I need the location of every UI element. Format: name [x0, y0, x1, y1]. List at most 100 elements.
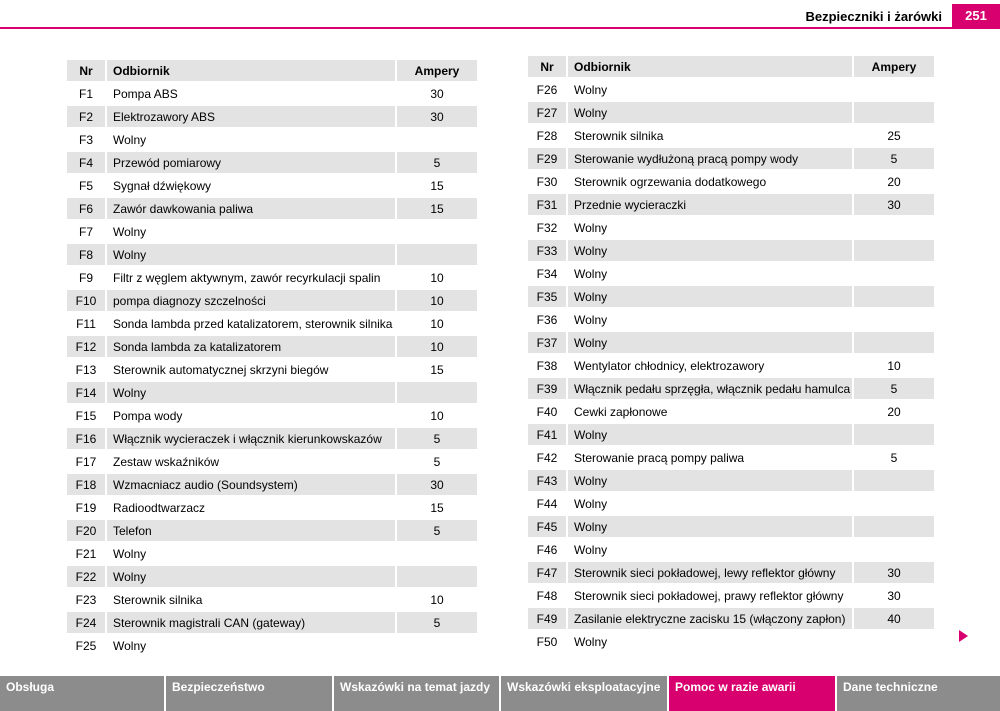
consumer-name-cell: Wolny — [107, 566, 397, 589]
footer-tab-wskazowki-jazdy[interactable]: Wskazówki na temat jazdy — [334, 676, 501, 711]
consumer-name-cell: Wentylator chłodnicy, elektrozawory — [568, 355, 854, 378]
fuse-table-left-body: F1 Pompa ABS 30 F2 Elektrozawory ABS 30 F3 Woln… — [67, 83, 477, 658]
consumer-name-cell: Sygnał dźwiękowy — [107, 175, 397, 198]
column-header-nr: Nr — [528, 56, 568, 79]
amperage-cell — [854, 493, 934, 516]
amperage-cell: 40 — [854, 608, 934, 631]
consumer-name-cell: Sterownik silnika — [107, 589, 397, 612]
table-row: F35 Wolny — [528, 286, 934, 309]
table-row: F23 Sterownik silnika 10 — [67, 589, 477, 612]
consumer-name-cell: Wolny — [568, 539, 854, 562]
consumer-name-cell: Zestaw wskaźników — [107, 451, 397, 474]
consumer-name-cell: Elektrozawory ABS — [107, 106, 397, 129]
fuse-number-cell: F21 — [67, 543, 107, 566]
table-row: F49 Zasilanie elektryczne zacisku 15 (włą… — [528, 608, 934, 631]
consumer-name-cell: Wolny — [568, 217, 854, 240]
table-row: F9 Filtr z węglem aktywnym, zawór recyrku… — [67, 267, 477, 290]
consumer-name-cell: Cewki zapłonowe — [568, 401, 854, 424]
amperage-cell: 10 — [397, 336, 477, 359]
table-row: F10 pompa diagnozy szczelności 10 — [67, 290, 477, 313]
table-row: F46 Wolny — [528, 539, 934, 562]
amperage-cell — [854, 79, 934, 102]
fuse-number-cell: F3 — [67, 129, 107, 152]
fuse-number-cell: F14 — [67, 382, 107, 405]
fuse-number-cell: F28 — [528, 125, 568, 148]
table-row: F15 Pompa wody 10 — [67, 405, 477, 428]
fuse-number-cell: F24 — [67, 612, 107, 635]
consumer-name-cell: Wolny — [568, 102, 854, 125]
consumer-name-cell: Sterownik ogrzewania dodatkowego — [568, 171, 854, 194]
fuse-number-cell: F11 — [67, 313, 107, 336]
fuse-table-left: Nr Odbiornik Ampery F1 Pompa ABS 30 F2 Elekt… — [67, 60, 477, 658]
fuse-number-cell: F7 — [67, 221, 107, 244]
amperage-cell: 20 — [854, 401, 934, 424]
fuse-number-cell: F30 — [528, 171, 568, 194]
fuse-number-cell: F25 — [67, 635, 107, 658]
fuse-number-cell: F36 — [528, 309, 568, 332]
table-row: F20 Telefon 5 — [67, 520, 477, 543]
table-row: F48 Sterownik sieci pokładowej, prawy ref… — [528, 585, 934, 608]
column-header-ampery: Ampery — [854, 56, 934, 79]
table-row: F27 Wolny — [528, 102, 934, 125]
consumer-name-cell: Wolny — [568, 631, 854, 654]
amperage-cell — [854, 286, 934, 309]
amperage-cell: 5 — [854, 378, 934, 401]
amperage-cell: 30 — [397, 83, 477, 106]
consumer-name-cell: Przewód pomiarowy — [107, 152, 397, 175]
table-row: F44 Wolny — [528, 493, 934, 516]
footer-tab-bezpieczenstwo[interactable]: Bezpieczeństwo — [166, 676, 334, 711]
fuse-number-cell: F2 — [67, 106, 107, 129]
table-row: F32 Wolny — [528, 217, 934, 240]
amperage-cell: 30 — [397, 106, 477, 129]
amperage-cell: 5 — [397, 428, 477, 451]
next-page-arrow-icon[interactable] — [959, 630, 968, 642]
amperage-cell — [854, 539, 934, 562]
consumer-name-cell: Wolny — [568, 516, 854, 539]
table-row: F26 Wolny — [528, 79, 934, 102]
column-header-ampery: Ampery — [397, 60, 477, 83]
page-number-badge: 251 — [952, 4, 1000, 28]
table-row: F4 Przewód pomiarowy 5 — [67, 152, 477, 175]
footer-tab-obsluga[interactable]: Obsługa — [0, 676, 166, 711]
fuse-number-cell: F46 — [528, 539, 568, 562]
table-row: F47 Sterownik sieci pokładowej, lewy refl… — [528, 562, 934, 585]
amperage-cell: 10 — [854, 355, 934, 378]
table-row: F36 Wolny — [528, 309, 934, 332]
consumer-name-cell: pompa diagnozy szczelności — [107, 290, 397, 313]
fuse-number-cell: F49 — [528, 608, 568, 631]
fuse-number-cell: F10 — [67, 290, 107, 313]
fuse-number-cell: F12 — [67, 336, 107, 359]
table-row: F19 Radioodtwarzacz 15 — [67, 497, 477, 520]
amperage-cell: 5 — [397, 520, 477, 543]
consumer-name-cell: Sterownik silnika — [568, 125, 854, 148]
amperage-cell — [854, 470, 934, 493]
consumer-name-cell: Przednie wycieraczki — [568, 194, 854, 217]
consumer-name-cell: Wolny — [568, 263, 854, 286]
footer-tab-wskazowki-eksploatacyjne[interactable]: Wskazówki eksploatacyjne — [501, 676, 669, 711]
amperage-cell: 30 — [397, 474, 477, 497]
table-row: F29 Sterowanie wydłużoną pracą pompy wody… — [528, 148, 934, 171]
table-row: F13 Sterownik automatycznej skrzyni biegó… — [67, 359, 477, 382]
amperage-cell — [854, 263, 934, 286]
footer-tab-pomoc-w-razie-awarii[interactable]: Pomoc w razie awarii — [669, 676, 837, 711]
table-row: F40 Cewki zapłonowe 20 — [528, 401, 934, 424]
amperage-cell: 10 — [397, 267, 477, 290]
consumer-name-cell: Sterownik sieci pokładowej, lewy reflekt… — [568, 562, 854, 585]
fuse-table-right-body: F26 Wolny F27 Wolny F28 Sterownik silnika 25 F2… — [528, 79, 934, 654]
amperage-cell: 30 — [854, 585, 934, 608]
fuse-number-cell: F22 — [67, 566, 107, 589]
fuse-number-cell: F5 — [67, 175, 107, 198]
amperage-cell — [397, 382, 477, 405]
amperage-cell — [854, 332, 934, 355]
table-row: F30 Sterownik ogrzewania dodatkowego 20 — [528, 171, 934, 194]
amperage-cell: 15 — [397, 359, 477, 382]
table-row: F38 Wentylator chłodnicy, elektrozawory 10 — [528, 355, 934, 378]
table-row: F1 Pompa ABS 30 — [67, 83, 477, 106]
footer-tab-dane-techniczne[interactable]: Dane techniczne — [837, 676, 1000, 711]
table-row: F5 Sygnał dźwiękowy 15 — [67, 175, 477, 198]
table-row: F43 Wolny — [528, 470, 934, 493]
table-row: F17 Zestaw wskaźników 5 — [67, 451, 477, 474]
consumer-name-cell: Wolny — [107, 221, 397, 244]
fuse-number-cell: F39 — [528, 378, 568, 401]
consumer-name-cell: Wolny — [568, 493, 854, 516]
